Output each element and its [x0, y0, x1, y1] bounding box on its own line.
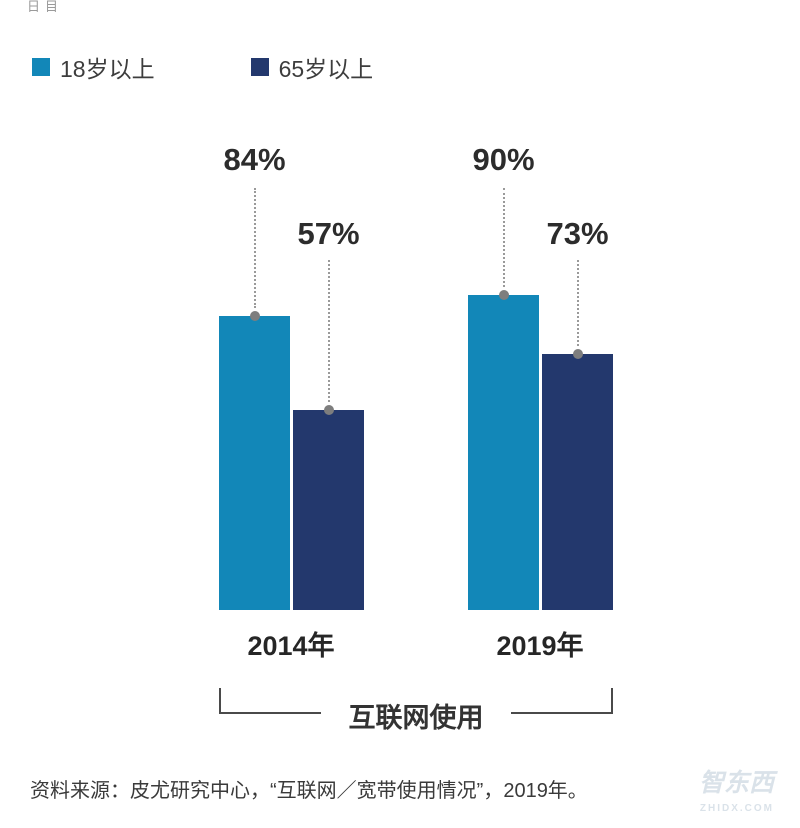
value-label-2019-65plus: 73% [546, 216, 609, 251]
value-label-2014-65plus: 57% [297, 216, 360, 251]
data-point-dot [323, 405, 334, 415]
leader-line [253, 188, 256, 308]
leader-line [327, 260, 330, 402]
legend-label-65plus: 65岁以上 [278, 56, 374, 82]
data-point-dot [249, 311, 260, 321]
bar-2014-65plus [293, 410, 364, 610]
cropped-text-artifact: 日目 [27, 0, 64, 14]
watermark-subtext: ZHIDX.COM [699, 803, 774, 814]
bar-2019-65plus [542, 354, 613, 610]
data-point-dot [498, 290, 509, 300]
bracket-line-left [219, 712, 321, 714]
legend-item-65plus: 65岁以上 [250, 50, 374, 84]
value-label-2019-18plus: 90% [472, 142, 535, 177]
bracket-label: 互联网使用 [334, 696, 498, 735]
legend-swatch-18plus [32, 58, 50, 76]
bracket-tick-right [611, 688, 613, 714]
watermark: 智东西 ZHIDX.COM [699, 770, 774, 822]
bracket-line-right [511, 712, 613, 714]
source-note: 资料来源：皮尤研究中心，“互联网／宽带使用情况”，2019年。 [30, 780, 588, 802]
category-label-2019: 2019年 [496, 631, 584, 661]
leader-line [502, 188, 505, 287]
bar-2019-18plus [468, 295, 539, 610]
category-label-2014: 2014年 [247, 631, 335, 661]
data-point-dot [572, 349, 583, 359]
bracket-tick-left [219, 688, 221, 714]
legend-swatch-65plus [250, 58, 269, 76]
watermark-text: 智东西 [698, 769, 774, 797]
leader-line [576, 260, 579, 346]
axis-bracket: 互联网使用 [219, 688, 613, 735]
legend-item-18plus: 18岁以上 [32, 50, 155, 84]
legend-label-18plus: 18岁以上 [60, 56, 155, 82]
bar-2014-18plus [219, 316, 290, 610]
legend: 18岁以上 65岁以上 [32, 50, 469, 84]
value-label-2014-18plus: 84% [223, 142, 286, 177]
